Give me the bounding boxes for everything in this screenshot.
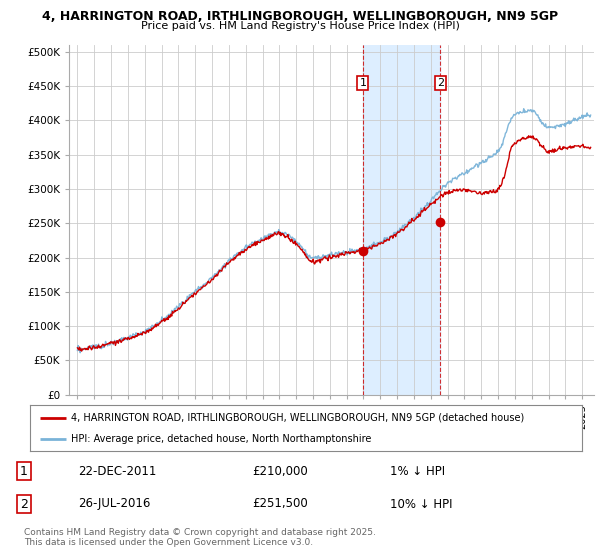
Text: 1% ↓ HPI: 1% ↓ HPI (390, 465, 445, 478)
Text: £210,000: £210,000 (252, 465, 308, 478)
Bar (363, 45, 440, 395)
Text: 1: 1 (359, 77, 367, 87)
Text: 2: 2 (20, 497, 28, 511)
Text: 10% ↓ HPI: 10% ↓ HPI (390, 497, 452, 511)
Text: HPI: Average price, detached house, North Northamptonshire: HPI: Average price, detached house, Nort… (71, 435, 372, 444)
Text: 26-JUL-2016: 26-JUL-2016 (78, 497, 151, 511)
Text: 4, HARRINGTON ROAD, IRTHLINGBOROUGH, WELLINGBOROUGH, NN9 5GP: 4, HARRINGTON ROAD, IRTHLINGBOROUGH, WEL… (42, 10, 558, 22)
Text: £251,500: £251,500 (252, 497, 308, 511)
Text: 1: 1 (20, 465, 28, 478)
Text: 22-DEC-2011: 22-DEC-2011 (78, 465, 157, 478)
Text: Contains HM Land Registry data © Crown copyright and database right 2025.
This d: Contains HM Land Registry data © Crown c… (24, 528, 376, 547)
Text: 2: 2 (437, 77, 444, 87)
Text: 4, HARRINGTON ROAD, IRTHLINGBOROUGH, WELLINGBOROUGH, NN9 5GP (detached house): 4, HARRINGTON ROAD, IRTHLINGBOROUGH, WEL… (71, 413, 524, 423)
Text: Price paid vs. HM Land Registry's House Price Index (HPI): Price paid vs. HM Land Registry's House … (140, 21, 460, 31)
